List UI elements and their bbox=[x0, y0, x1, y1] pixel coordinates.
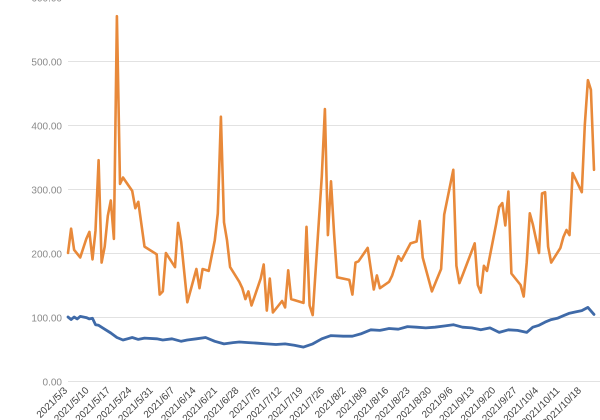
series-line-1 bbox=[66, 305, 596, 349]
y-tick-label-2: 200.00 bbox=[31, 250, 62, 261]
y-tick-label-4: 400.00 bbox=[31, 122, 62, 133]
series-lines bbox=[66, 14, 596, 349]
y-tick-label-6: 600.00 bbox=[31, 0, 62, 5]
y-tick-label-0: 0.00 bbox=[43, 378, 63, 389]
series-line-0 bbox=[66, 14, 596, 317]
gridlines bbox=[68, 61, 600, 382]
y-tick-label-5: 500.00 bbox=[31, 58, 62, 69]
x-axis-tick-labels: 2021/5/32021/5/102021/5/172021/5/242021/… bbox=[35, 385, 584, 420]
y-tick-label-1: 100.00 bbox=[31, 314, 62, 325]
y-tick-label-3: 300.00 bbox=[31, 186, 62, 197]
y-axis-tick-labels: 0.00 100.00 200.00 300.00 400.00 500.00 600.00 bbox=[31, 0, 62, 389]
